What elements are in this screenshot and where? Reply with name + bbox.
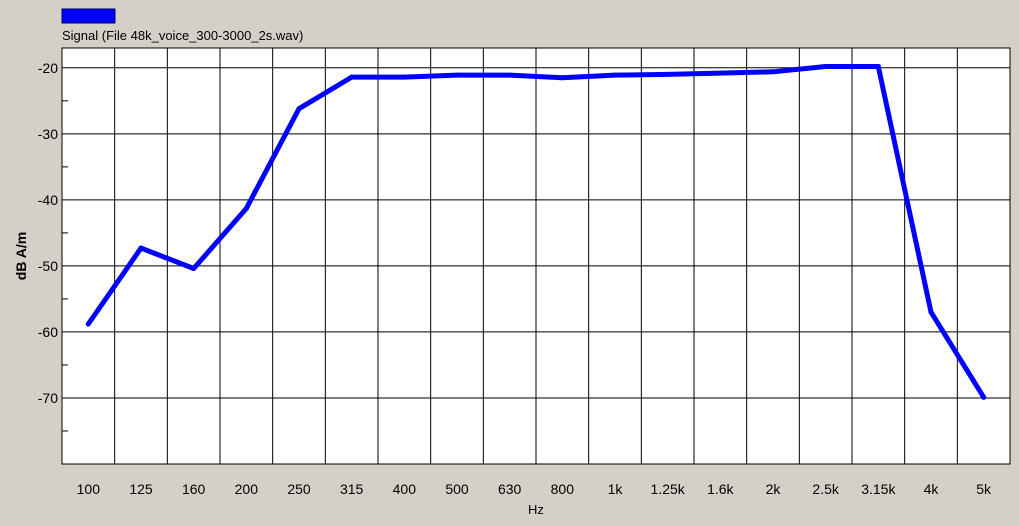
- data-point: [559, 75, 565, 81]
- y-tick-label: -20: [38, 60, 58, 76]
- data-point: [823, 63, 829, 69]
- x-tick-label: 630: [498, 481, 522, 497]
- x-tick-label: 500: [445, 481, 469, 497]
- legend-label: Signal (File 48k_voice_300-3000_2s.wav): [62, 28, 303, 43]
- data-point: [243, 205, 249, 211]
- data-point: [717, 70, 723, 76]
- y-tick-label: -70: [38, 390, 58, 406]
- data-point: [85, 321, 91, 327]
- y-tick-label: -50: [38, 258, 58, 274]
- x-tick-label: 800: [551, 481, 575, 497]
- x-tick-label: 2k: [766, 481, 782, 497]
- x-tick-label: 5k: [976, 481, 992, 497]
- x-tick-label: 100: [77, 481, 101, 497]
- series-line: [85, 64, 987, 400]
- x-tick-label: 250: [287, 481, 311, 497]
- data-point: [981, 394, 987, 400]
- x-tick-label: 200: [235, 481, 259, 497]
- x-tick-label: 1.6k: [707, 481, 734, 497]
- legend-swatch: [61, 8, 116, 24]
- y-tick-label: -60: [38, 324, 58, 340]
- data-point: [191, 266, 197, 272]
- data-point: [507, 72, 513, 78]
- x-tick-label: 4k: [924, 481, 940, 497]
- x-tick-label: 2.5k: [812, 481, 839, 497]
- data-point: [665, 71, 671, 77]
- x-tick-label: 1.25k: [651, 481, 686, 497]
- y-axis-label: dB A/m: [13, 232, 29, 280]
- x-tick-label: 315: [340, 481, 364, 497]
- x-axis-label: Hz: [528, 502, 544, 517]
- y-tick-label: -40: [38, 192, 58, 208]
- x-tick-label: 3.15k: [861, 481, 896, 497]
- data-point: [401, 74, 407, 80]
- data-point: [296, 106, 302, 112]
- data-point: [612, 72, 618, 78]
- x-tick-label: 125: [129, 481, 153, 497]
- data-point: [138, 245, 144, 251]
- x-tick-label: 160: [182, 481, 206, 497]
- data-point: [349, 74, 355, 80]
- data-point: [875, 63, 881, 69]
- data-point: [454, 72, 460, 78]
- y-tick-label: -30: [38, 126, 58, 142]
- x-tick-label: 400: [393, 481, 417, 497]
- data-point: [770, 69, 776, 75]
- x-tick-label: 1k: [608, 481, 624, 497]
- data-point: [928, 309, 934, 315]
